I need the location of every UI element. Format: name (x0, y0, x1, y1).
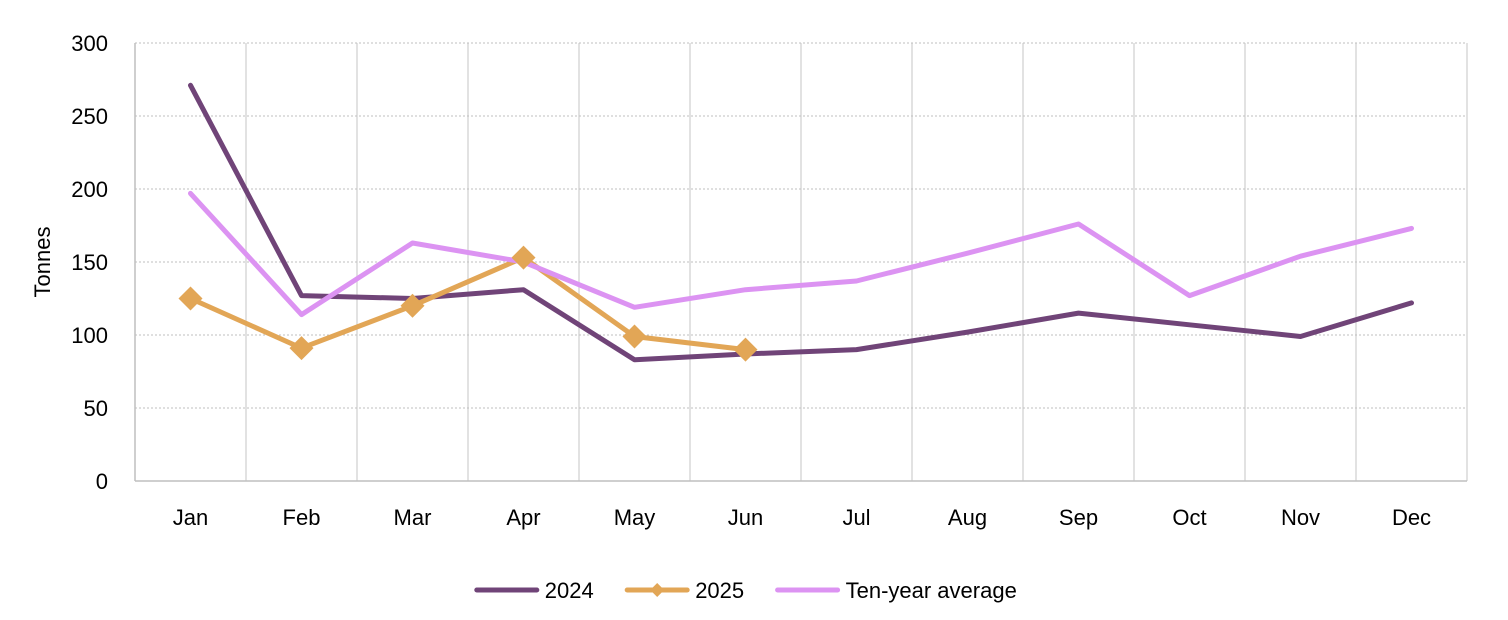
x-tick-label: May (614, 505, 656, 530)
series-lines (188, 82, 1414, 363)
legend-item: Ten-year average (775, 578, 1017, 603)
x-tick-label: Jul (842, 505, 870, 530)
data-point-marker (511, 245, 536, 270)
legend-item: 2025 (624, 578, 744, 603)
legend-item: 2024 (474, 578, 594, 603)
y-tick-label: 150 (71, 250, 108, 275)
legend-label: 2025 (695, 578, 744, 603)
x-tick-label: Nov (1281, 505, 1320, 530)
series-line-2025 (188, 255, 748, 353)
axes (134, 43, 1467, 482)
legend-label: Ten-year average (846, 578, 1017, 603)
y-tick-label: 200 (71, 177, 108, 202)
x-tick-label: Sep (1059, 505, 1098, 530)
series-line-2024 (188, 82, 1414, 363)
series-markers (178, 245, 758, 362)
x-tick-label: Jan (173, 505, 208, 530)
x-tick-label: Dec (1392, 505, 1431, 530)
gridlines (135, 42, 1468, 481)
y-tick-label: 100 (71, 323, 108, 348)
data-point-marker (400, 293, 425, 318)
legend-marker (650, 583, 665, 597)
y-axis-title: Tonnes (30, 227, 55, 298)
y-tick-label: 300 (71, 31, 108, 56)
data-point-marker (178, 286, 203, 311)
y-tick-label: 50 (84, 396, 108, 421)
series-line-ten-year-average (188, 190, 1414, 318)
x-tick-label: Feb (283, 505, 321, 530)
y-tick-label: 0 (96, 469, 108, 494)
x-tick-label: Apr (506, 505, 540, 530)
legend-label: 2024 (545, 578, 594, 603)
data-point-marker (733, 337, 758, 362)
data-point-marker (289, 336, 314, 361)
x-tick-label: Jun (728, 505, 763, 530)
legend: 2024 2025 Ten-year average (474, 578, 1017, 603)
x-tick-label: Mar (394, 505, 432, 530)
x-tick-label: Aug (948, 505, 987, 530)
y-tick-label: 250 (71, 104, 108, 129)
x-tick-label: Oct (1172, 505, 1206, 530)
tick-labels: 0 50 100 150 200 250 300 Jan Feb Mar Apr May Jun Jul A… (71, 31, 1431, 530)
data-point-marker (622, 324, 647, 349)
